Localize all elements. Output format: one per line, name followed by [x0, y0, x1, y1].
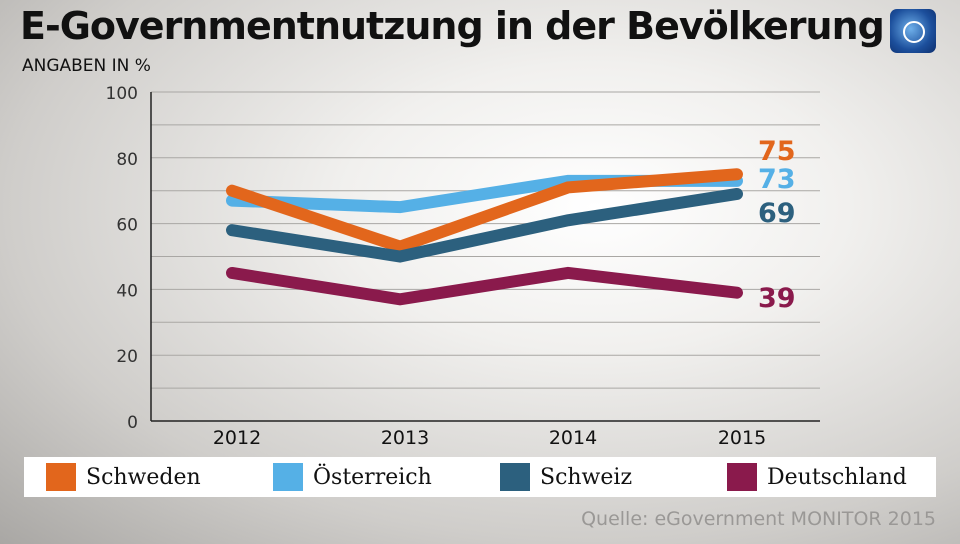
chart-title: E-Governmentnutzung in der Bevölkerung	[20, 4, 885, 48]
y-tick-label: 60	[116, 216, 138, 236]
legend-item-deutschland: Deutschland	[727, 463, 932, 491]
legend-swatch	[46, 463, 76, 491]
source-note: Quelle: eGovernment MONITOR 2015	[581, 508, 936, 530]
chart-subtitle: ANGABEN IN %	[22, 56, 151, 76]
x-tick-label: 2014	[549, 427, 597, 449]
y-tick-label: 20	[116, 347, 138, 367]
y-tick-label: 80	[116, 150, 138, 170]
legend-label: Schweden	[86, 464, 201, 490]
x-tick-label: 2013	[381, 427, 429, 449]
y-tick-label: 40	[116, 281, 138, 301]
legend-item-schweden: Schweden	[46, 463, 251, 491]
legend-swatch	[273, 463, 303, 491]
legend-label: Österreich	[313, 464, 432, 490]
series-line-deutschland	[226, 266, 743, 306]
y-tick-label: 100	[106, 84, 138, 104]
legend-swatch	[727, 463, 757, 491]
end-value-label: 73	[758, 164, 796, 195]
series-line-schweden	[226, 168, 743, 253]
legend-item-oesterreich: Österreich	[273, 463, 478, 491]
legend-label: Deutschland	[767, 464, 907, 490]
legend-swatch	[500, 463, 530, 491]
y-tick-label: 0	[127, 413, 138, 433]
end-value-label: 39	[758, 283, 796, 314]
tagesschau-globe-icon	[890, 9, 936, 53]
x-tick-label: 2015	[718, 427, 766, 449]
legend-label: Schweiz	[540, 464, 633, 490]
legend-item-schweiz: Schweiz	[500, 463, 705, 491]
legend: Schweden Österreich Schweiz Deutschland	[24, 457, 936, 497]
end-value-label: 75	[758, 136, 796, 167]
end-value-label: 69	[758, 198, 796, 229]
x-tick-label: 2012	[213, 427, 261, 449]
series-line-schweiz	[226, 187, 743, 263]
